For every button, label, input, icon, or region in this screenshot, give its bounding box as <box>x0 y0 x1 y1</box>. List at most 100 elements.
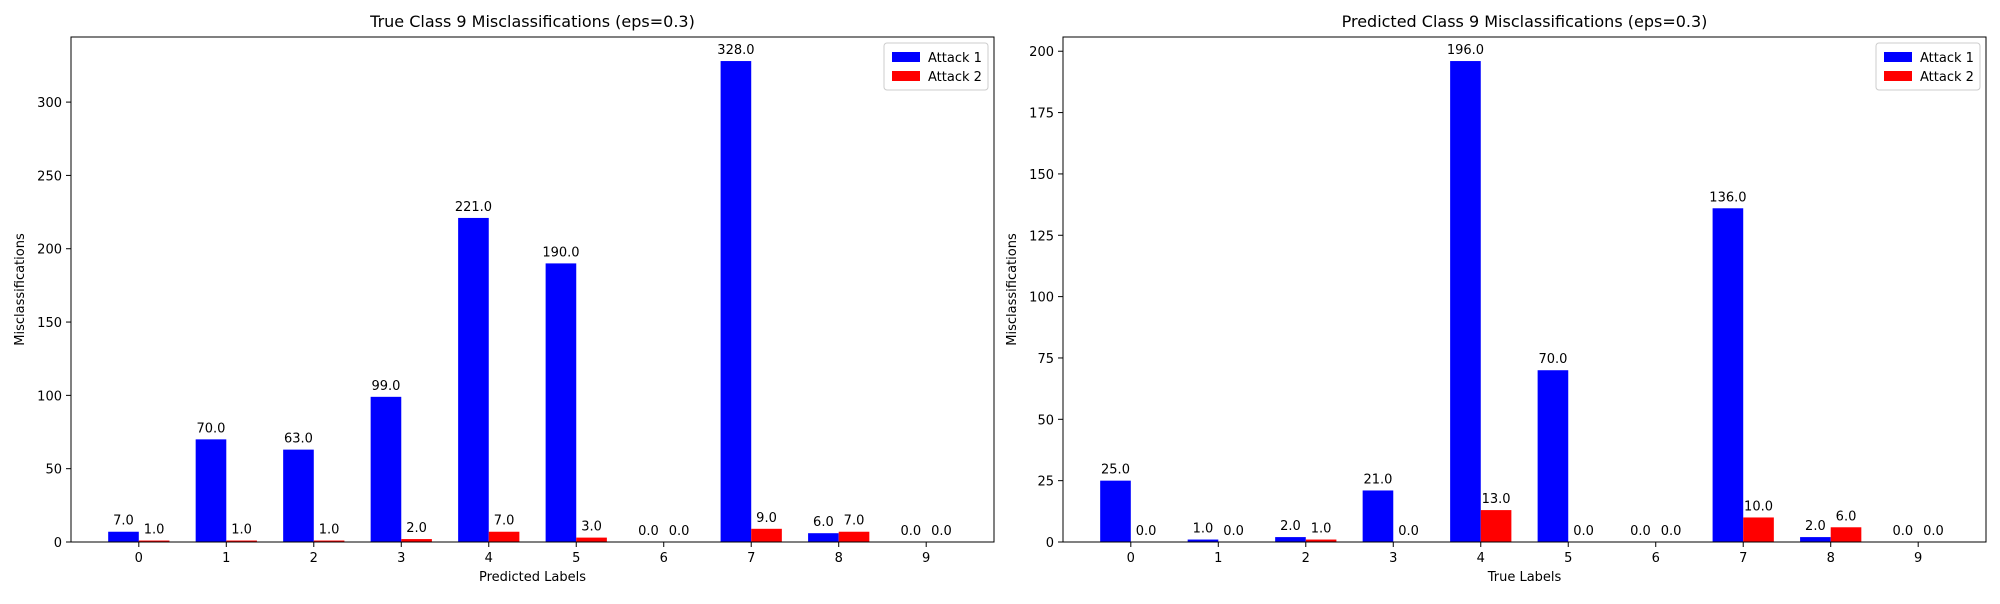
x-tick-label: 1 <box>222 551 230 566</box>
x-tick-label: 1 <box>1214 551 1222 566</box>
data-label: 63.0 <box>284 432 313 447</box>
data-label: 190.0 <box>542 245 579 260</box>
x-tick-label: 0 <box>135 551 143 566</box>
data-label: 0.0 <box>669 524 690 539</box>
bar-attack-2-8 <box>838 531 870 542</box>
bar-attack-2-7 <box>1743 517 1774 542</box>
data-label: 1.0 <box>1193 522 1214 537</box>
bar-attack-1-4 <box>458 217 489 542</box>
plot-frame <box>70 36 995 543</box>
x-axis-label: True Labels <box>1487 570 1562 585</box>
y-axis-label: Misclassifications <box>1005 233 1020 346</box>
bar-attack-1-3 <box>1362 490 1394 542</box>
y-tick-label: 250 <box>37 169 62 184</box>
legend-swatch-2 <box>1884 71 1912 81</box>
chart-title: Predicted Class 9 Misclassifications (ep… <box>1342 12 1708 31</box>
data-label: 3.0 <box>581 520 602 535</box>
data-label: 2.0 <box>406 521 427 536</box>
y-tick-label: 100 <box>1029 291 1054 306</box>
y-tick-label: 25 <box>1037 475 1054 490</box>
chart-panel-2: Predicted Class 9 Misclassifications (ep… <box>1005 12 1987 585</box>
data-label: 6.0 <box>813 515 834 530</box>
y-tick-label: 100 <box>37 389 62 404</box>
bar-attack-1-7 <box>720 61 752 543</box>
bar-attack-2-4 <box>1480 510 1512 542</box>
data-label: 0.0 <box>1573 524 1594 539</box>
bar-attack-1-8 <box>808 533 839 542</box>
legend-swatch-1 <box>1884 52 1912 62</box>
y-tick-label: 50 <box>1037 413 1054 428</box>
legend-label-2: Attack 2 <box>1920 70 1974 85</box>
bar-attack-1-5 <box>1537 370 1569 542</box>
data-label: 0.0 <box>1893 524 1914 539</box>
x-tick-label: 9 <box>1914 551 1922 566</box>
x-tick-label: 6 <box>1652 551 1660 566</box>
bar-attack-2-7 <box>751 528 782 542</box>
data-label: 2.0 <box>1805 519 1826 534</box>
chart-panel-1: True Class 9 Misclassifications (eps=0.3… <box>13 12 995 585</box>
legend-swatch-1 <box>892 52 920 62</box>
x-tick-label: 5 <box>572 551 580 566</box>
data-label: 1.0 <box>144 523 165 538</box>
x-tick-label: 9 <box>922 551 930 566</box>
x-tick-label: 6 <box>660 551 668 566</box>
data-label: 1.0 <box>231 523 252 538</box>
x-tick-label: 5 <box>1564 551 1572 566</box>
bar-attack-1-2 <box>1275 537 1306 542</box>
data-label: 25.0 <box>1101 463 1130 478</box>
chart-title: True Class 9 Misclassifications (eps=0.3… <box>369 12 695 31</box>
bar-attack-2-5 <box>576 537 607 542</box>
data-label: 221.0 <box>455 200 492 215</box>
data-label: 136.0 <box>1709 190 1746 205</box>
data-label: 9.0 <box>756 511 777 526</box>
data-label: 99.0 <box>371 379 400 394</box>
bar-attack-2-1 <box>226 540 257 542</box>
bar-attack-2-0 <box>138 540 170 542</box>
bar-attack-2-2 <box>1305 539 1337 542</box>
x-tick-label: 7 <box>1739 551 1747 566</box>
bar-attack-1-1 <box>195 439 227 542</box>
y-tick-label: 0 <box>1046 536 1054 551</box>
data-label: 21.0 <box>1363 472 1392 487</box>
bar-attack-1-2 <box>283 449 314 542</box>
legend-label-1: Attack 1 <box>928 51 982 66</box>
y-tick-label: 50 <box>45 463 62 478</box>
data-label: 70.0 <box>1538 352 1567 367</box>
x-tick-label: 8 <box>1827 551 1835 566</box>
data-label: 7.0 <box>844 514 865 529</box>
plot-frame <box>1062 36 1987 543</box>
legend: Attack 1 Attack 2 <box>883 42 989 91</box>
data-label: 0.0 <box>1923 524 1944 539</box>
y-tick-label: 175 <box>1029 107 1054 122</box>
data-label: 13.0 <box>1482 492 1511 507</box>
y-tick-label: 200 <box>37 243 62 258</box>
y-tick-label: 300 <box>37 96 62 111</box>
x-tick-label: 4 <box>1477 551 1485 566</box>
x-tick-label: 8 <box>835 551 843 566</box>
bar-attack-1-3 <box>370 396 402 542</box>
data-label: 0.0 <box>901 524 922 539</box>
bar-attack-2-4 <box>488 531 520 542</box>
data-label: 0.0 <box>1398 524 1419 539</box>
x-tick-label: 4 <box>485 551 493 566</box>
y-axis-label: Misclassifications <box>13 233 28 346</box>
x-tick-label: 0 <box>1127 551 1135 566</box>
data-label: 0.0 <box>1223 524 1244 539</box>
y-tick-label: 125 <box>1029 229 1054 244</box>
y-tick-label: 200 <box>1029 45 1054 60</box>
bar-attack-1-0 <box>108 531 139 542</box>
data-label: 7.0 <box>494 514 515 529</box>
x-tick-label: 2 <box>1302 551 1310 566</box>
data-label: 0.0 <box>1630 524 1651 539</box>
x-tick-label: 2 <box>310 551 318 566</box>
legend: Attack 1 Attack 2 <box>1875 42 1981 91</box>
bar-attack-1-1 <box>1187 539 1219 542</box>
data-label: 0.0 <box>1661 524 1682 539</box>
bar-attack-1-7 <box>1712 208 1744 542</box>
y-tick-label: 150 <box>1029 168 1054 183</box>
data-label: 1.0 <box>319 523 340 538</box>
x-tick-label: 3 <box>1389 551 1397 566</box>
data-label: 0.0 <box>931 524 952 539</box>
